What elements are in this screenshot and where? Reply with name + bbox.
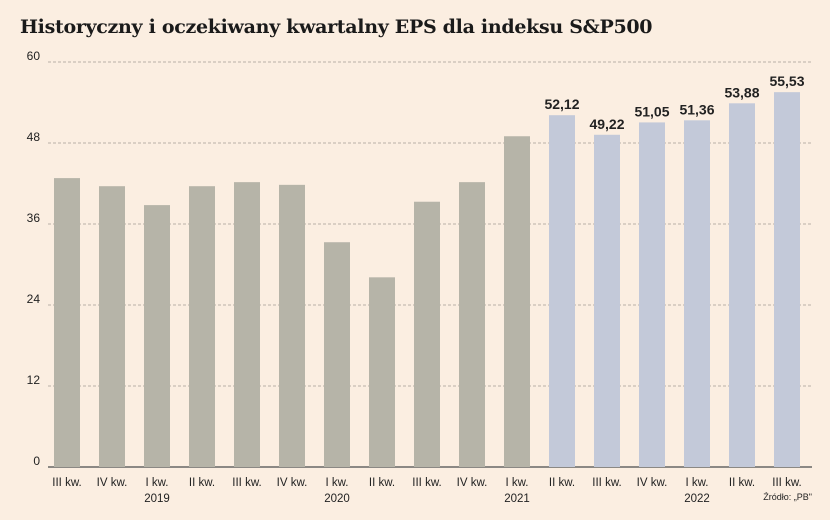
bar (369, 277, 395, 467)
y-tick-label: 0 (33, 454, 40, 468)
bar (279, 184, 305, 467)
bar (684, 120, 710, 467)
y-tick-label: 24 (27, 292, 41, 306)
x-tick-label: I kw. (685, 477, 708, 489)
x-tick-label: IV kw. (97, 477, 128, 489)
bar (549, 115, 575, 467)
x-tick-label: II kw. (549, 477, 575, 489)
x-tick-label: II kw. (729, 477, 755, 489)
data-label: 52,12 (544, 96, 579, 112)
y-tick-label: 48 (27, 130, 41, 144)
x-tick-label: III kw. (772, 477, 801, 489)
x-tick-label: I kw. (145, 477, 168, 489)
x-tick-label: II kw. (369, 477, 395, 489)
x-tick-label: III kw. (412, 477, 441, 489)
source-note: Źródło: „PB" (763, 492, 812, 502)
x-tick-label: IV kw. (277, 477, 308, 489)
x-tick-label: IV kw. (637, 477, 668, 489)
chart-title: Historyczny i oczekiwany kwartalny EPS d… (20, 16, 653, 38)
x-tick-label: II kw. (189, 477, 215, 489)
bar (639, 122, 665, 467)
year-label: 2019 (144, 493, 170, 505)
data-label: 55,53 (769, 73, 804, 89)
bar (324, 242, 350, 467)
bar (774, 92, 800, 468)
x-tick-label: III kw. (592, 477, 621, 489)
bar (414, 201, 440, 467)
x-tick-label: IV kw. (457, 477, 488, 489)
data-label: 53,88 (724, 84, 759, 100)
y-tick-label: 60 (27, 49, 41, 63)
x-tick-label: III kw. (232, 477, 261, 489)
y-tick-label: 36 (27, 211, 41, 225)
bar (594, 134, 620, 467)
bar (729, 103, 755, 467)
bar (189, 186, 215, 467)
bar (234, 182, 260, 467)
bar (459, 182, 485, 467)
y-tick-label: 12 (27, 373, 41, 387)
x-tick-label: I kw. (325, 477, 348, 489)
data-label: 51,05 (634, 103, 669, 119)
x-tick-label: I kw. (505, 477, 528, 489)
data-label: 51,36 (679, 101, 714, 117)
x-tick-label: III kw. (52, 477, 81, 489)
data-label: 49,22 (589, 116, 624, 132)
year-label: 2022 (684, 493, 710, 505)
bar (54, 178, 80, 467)
year-label: 2020 (324, 493, 350, 505)
year-label: 2021 (504, 493, 530, 505)
bar (144, 205, 170, 467)
bar (99, 186, 125, 467)
bar (504, 136, 530, 467)
